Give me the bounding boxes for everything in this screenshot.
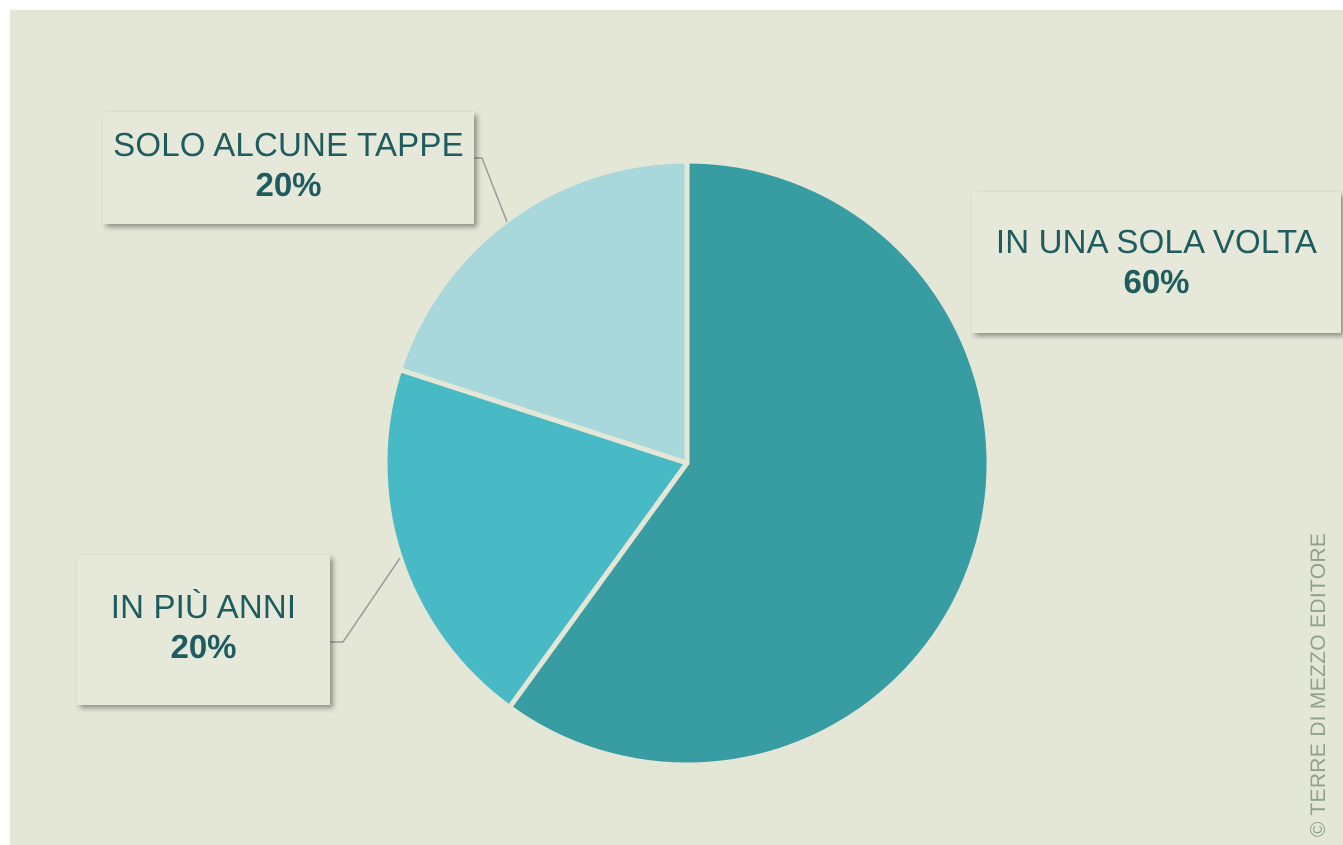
slice-percent: 20% [170,628,237,665]
slice-percent: 20% [255,166,322,203]
pie-chart [330,157,992,768]
callout-in-una-sola-volta: IN UNA SOLA VOLTA 60% [972,192,1341,333]
slice-label: IN UNA SOLA VOLTA [995,223,1318,260]
leader-line-1 [330,557,401,643]
copyright-watermark: © TERRE DI MEZZO EDITORE [1307,532,1330,838]
callout-solo-alcune-tappe: SOLO ALCUNE TAPPE 20% [103,112,474,224]
chart-area: SOLO ALCUNE TAPPE 20% IN UNA SOLA VOLTA … [10,10,1343,845]
callout-in-piu-anni: IN PIÙ ANNI 20% [77,555,330,705]
leader-line-0 [474,157,508,223]
pie-slice-1 [382,367,690,710]
slice-label: IN PIÙ ANNI [110,588,297,625]
pie-slice-2 [397,158,690,466]
slice-percent: 60% [1123,263,1190,300]
pie-slice-0 [506,158,992,768]
slice-label: SOLO ALCUNE TAPPE [113,126,464,163]
pie-slices [382,158,992,768]
leader-lines [330,157,508,643]
